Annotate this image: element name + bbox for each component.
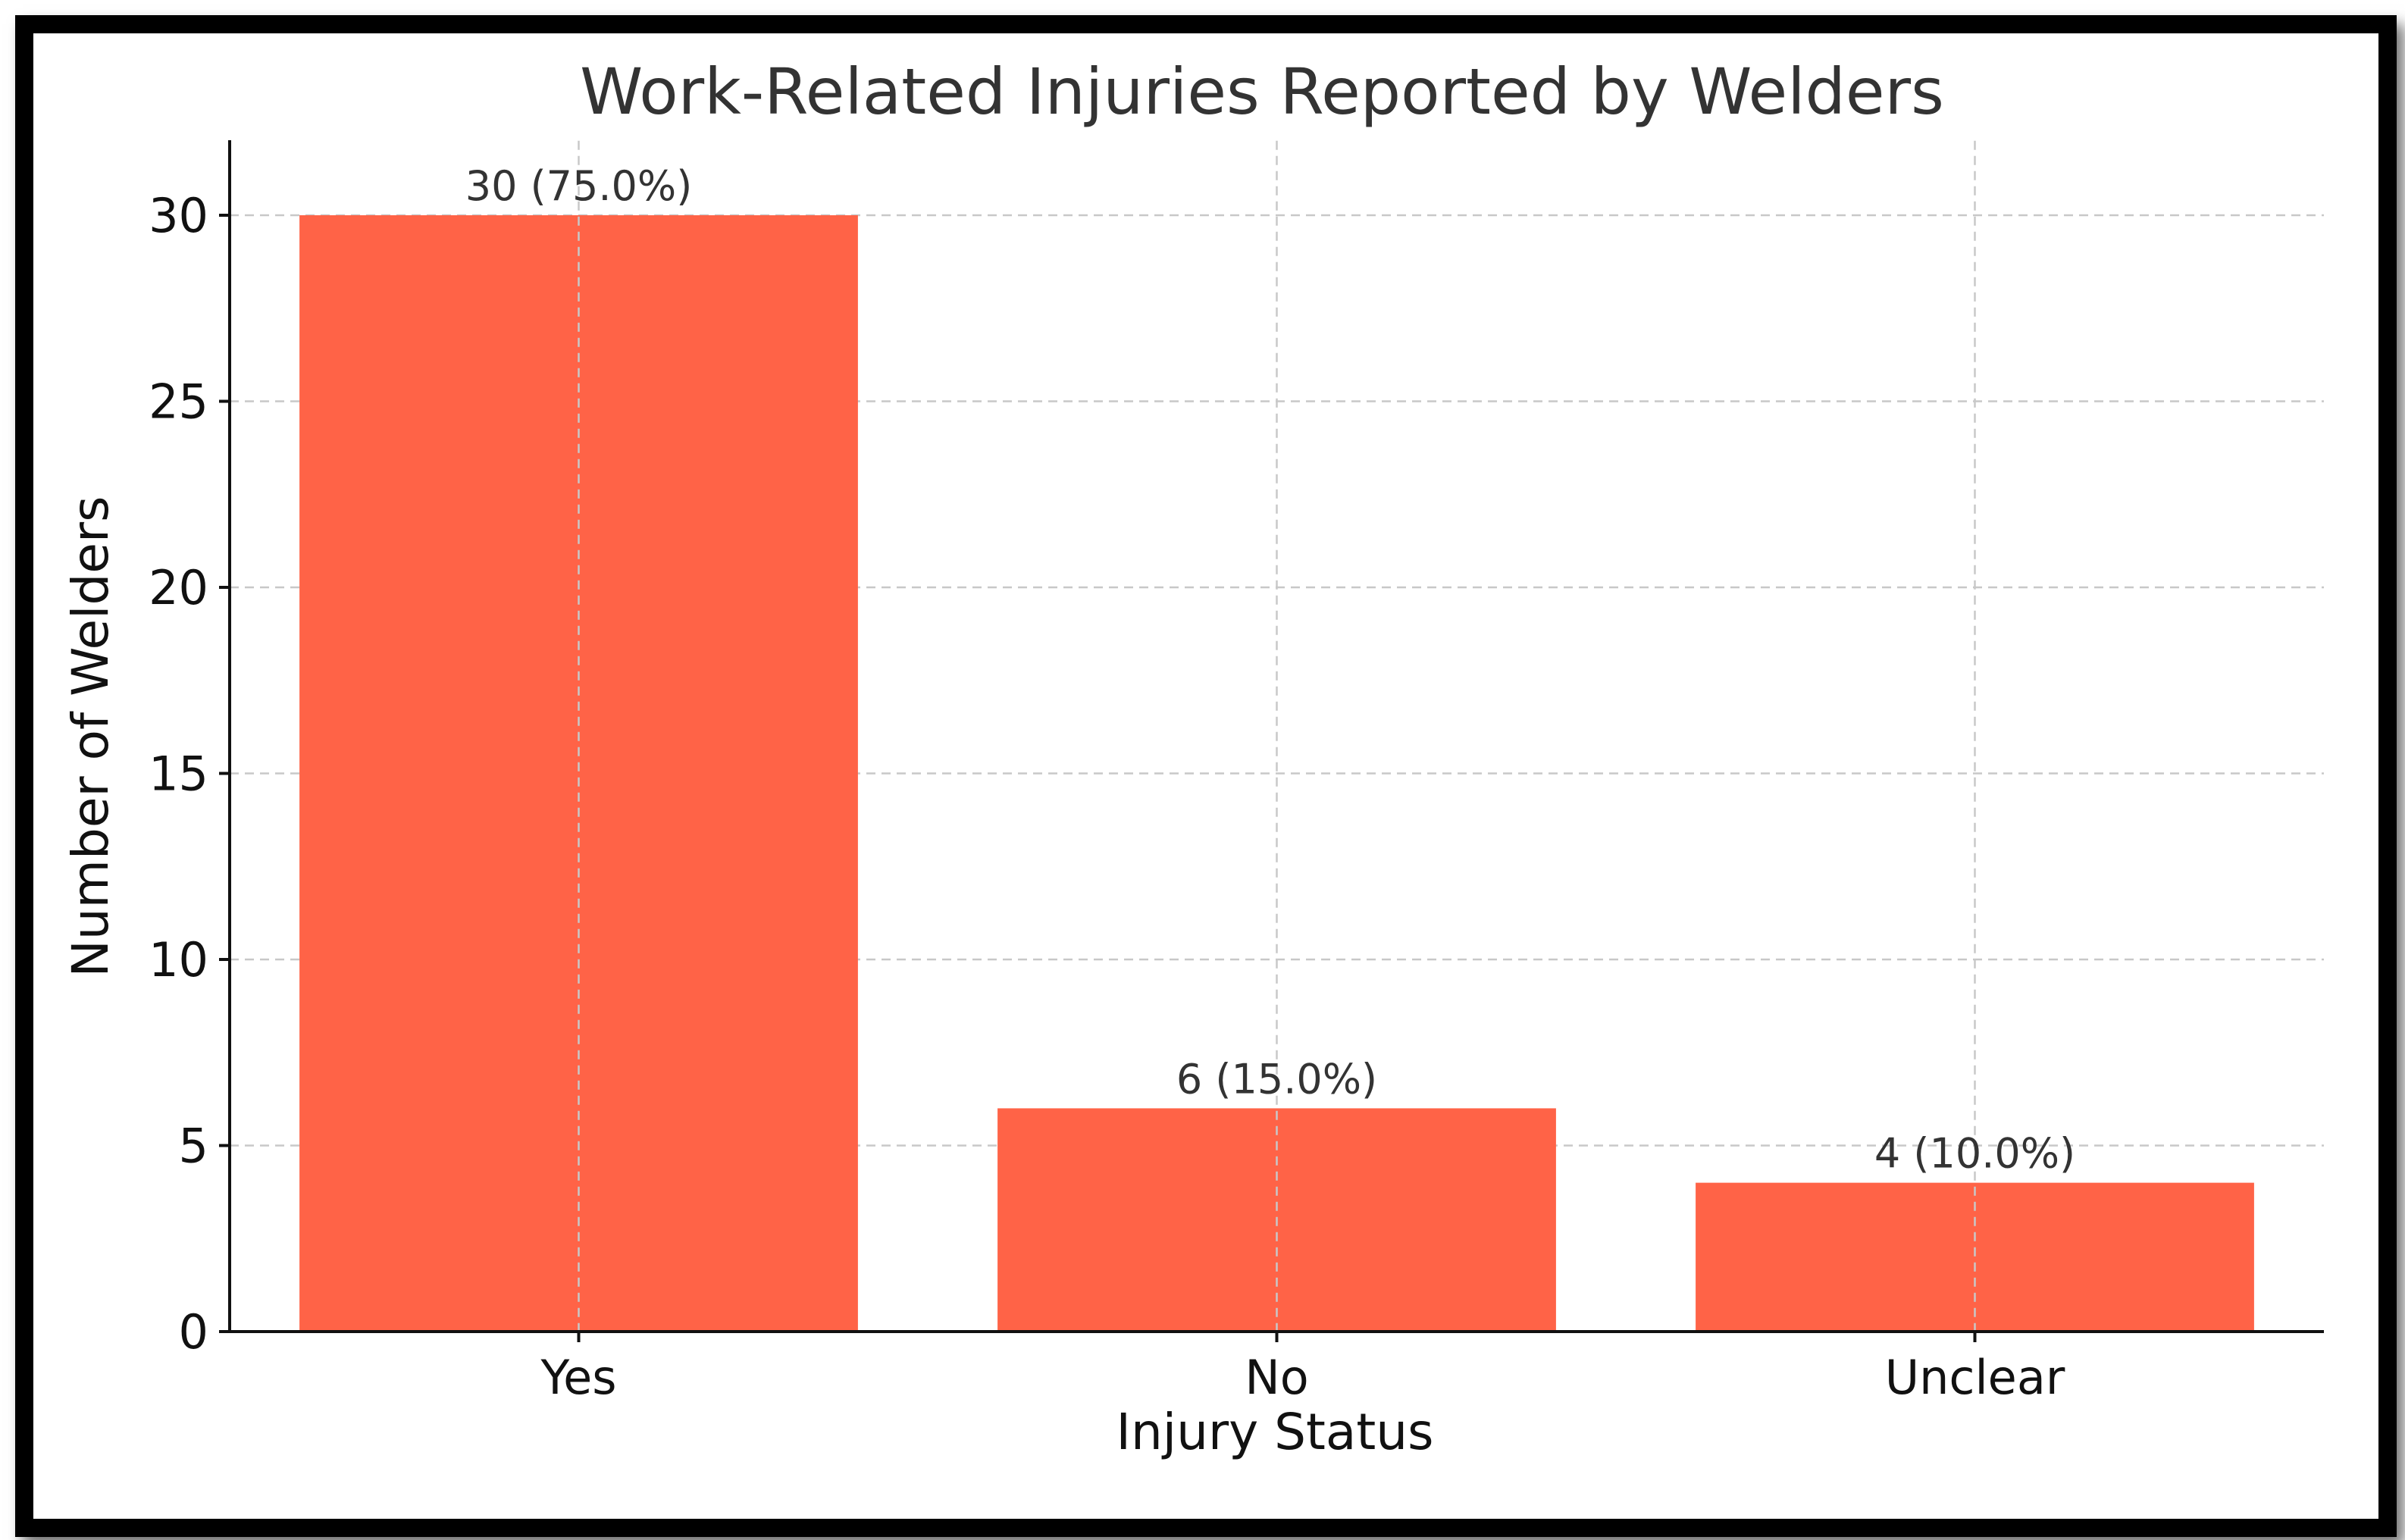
x-ticks: Yes No Unclear	[540, 1332, 2065, 1405]
bars	[299, 140, 2254, 1332]
y-ticks: 0 5 10 15 20 25 30	[149, 188, 230, 1360]
y-tick-label: 0	[179, 1304, 208, 1360]
y-tick-label: 25	[149, 374, 208, 430]
y-tick-label: 20	[149, 560, 208, 615]
y-tick-label: 15	[149, 747, 208, 802]
chart-title: Work-Related Injuries Reported by Welder…	[580, 55, 1944, 129]
x-tick-label-no: No	[1245, 1350, 1308, 1405]
data-label-no: 6 (15.0%)	[1176, 1055, 1377, 1103]
vertical-grid-lines	[578, 140, 1976, 1332]
y-tick-label: 10	[149, 932, 208, 988]
y-axis-label: Number of Welders	[61, 496, 120, 977]
x-tick-label-unclear: Unclear	[1885, 1350, 2065, 1405]
y-tick-label: 30	[149, 188, 208, 243]
x-tick-label-yes: Yes	[540, 1350, 616, 1405]
data-label-yes: 30 (75.0%)	[465, 162, 693, 210]
x-axis-label: Injury Status	[1116, 1403, 1434, 1461]
y-tick-label: 5	[179, 1119, 208, 1174]
data-label-unclear: 4 (10.0%)	[1874, 1130, 2075, 1178]
data-labels: 30 (75.0%) 6 (15.0%) 4 (10.0%)	[465, 162, 2075, 1178]
